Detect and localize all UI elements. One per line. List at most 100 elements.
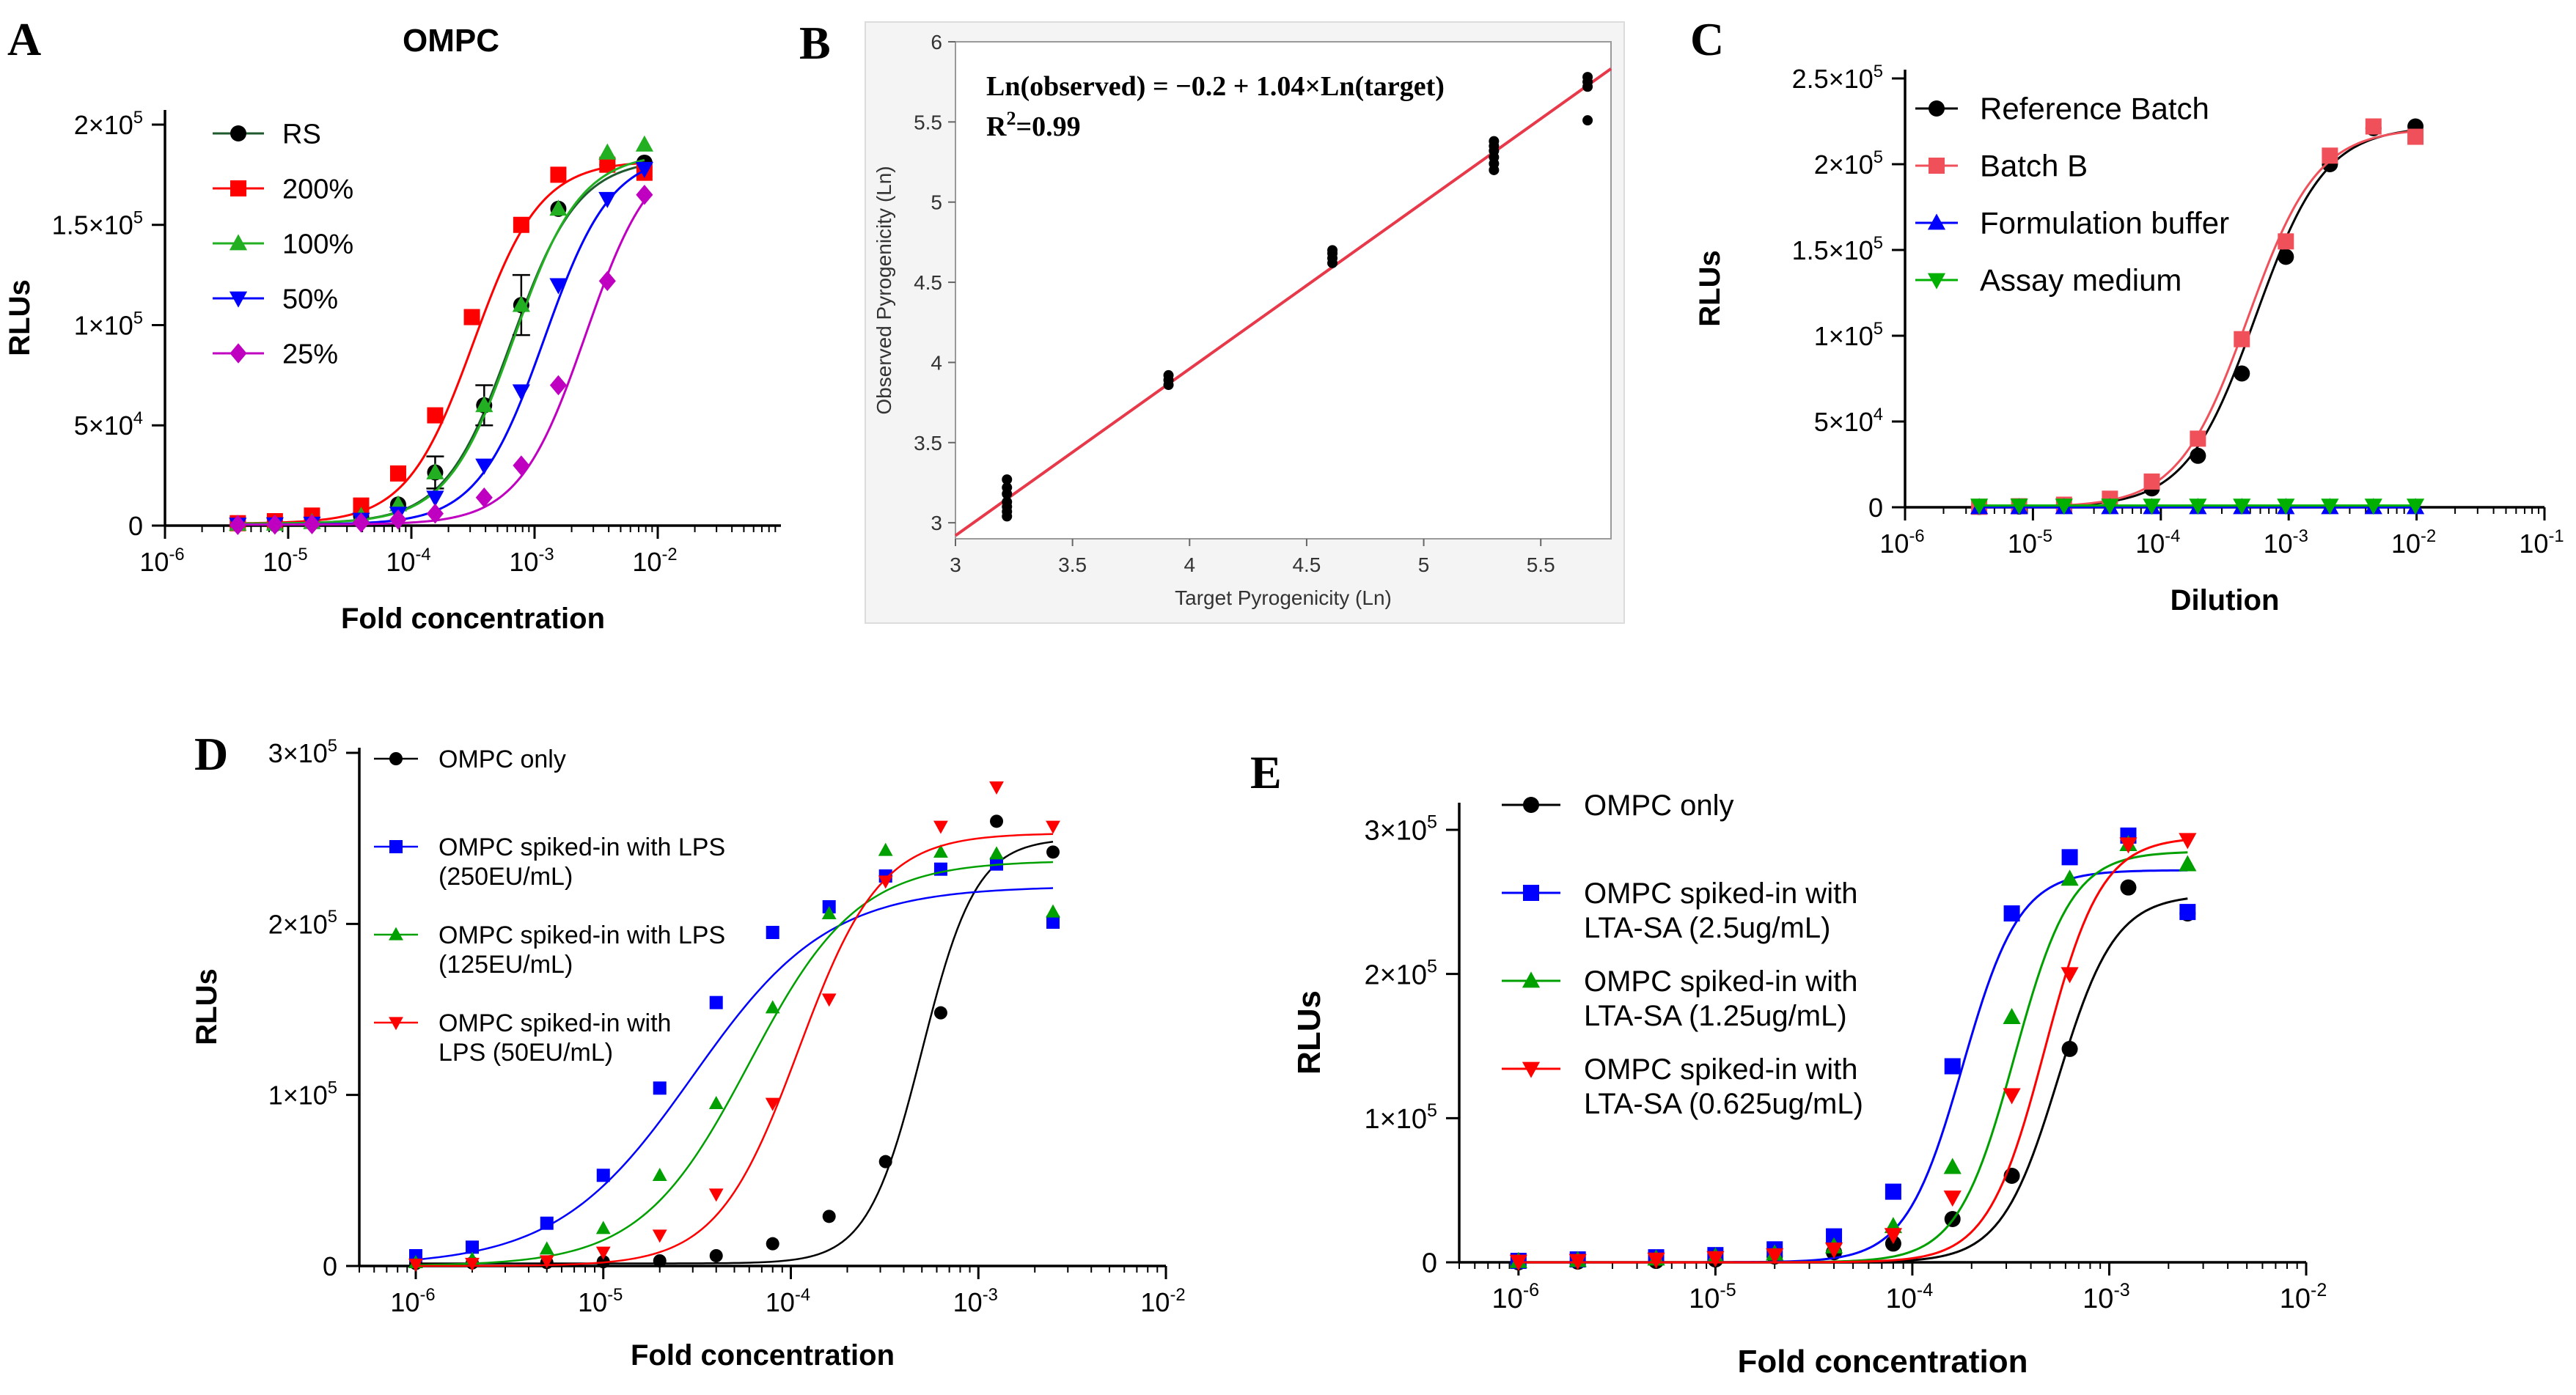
x-tick-exp: -5 <box>1720 1280 1736 1300</box>
data-point <box>389 465 406 482</box>
y-tick-label: 1×105 <box>1814 319 1883 351</box>
x-tick-label: 10-5 <box>578 1285 623 1317</box>
data-point <box>549 199 568 216</box>
data-point <box>636 184 653 205</box>
x-axis-label: Target Pyrogenicity (Ln) <box>1175 586 1392 609</box>
data-point <box>408 1259 423 1273</box>
x-axis-label: Dilution <box>2170 584 2280 616</box>
x-tick-label: 10-3 <box>509 545 554 577</box>
data-point <box>1943 1190 1962 1207</box>
x-tick-label: 10-2 <box>2391 526 2436 559</box>
data-point <box>635 135 653 152</box>
data-point <box>709 1249 723 1262</box>
data-point <box>1944 1058 1961 1075</box>
legend-label: OMPC spiked-in with LPS <box>438 833 725 861</box>
y-axis-label: RLUs <box>191 968 223 1045</box>
data-point <box>1002 496 1013 507</box>
plot-frame <box>955 41 1612 540</box>
x-tick-label: 10-6 <box>390 1285 435 1317</box>
x-tick-base: 10 <box>632 547 661 577</box>
data-point <box>465 1240 479 1254</box>
series-line <box>415 887 1054 1261</box>
x-tick-label: 10-3 <box>2083 1280 2130 1314</box>
x-tick-base: 10 <box>386 547 415 577</box>
x-tick-label: 10-3 <box>953 1285 998 1317</box>
x-tick-label: 10-5 <box>2008 526 2052 559</box>
data-point <box>540 1216 554 1230</box>
data-point <box>303 514 320 534</box>
data-point <box>1046 845 1060 859</box>
y-tick-label-base: 0 <box>323 1251 337 1281</box>
x-tick-exp: -3 <box>2293 526 2308 546</box>
x-tick-label: 10-2 <box>632 545 677 577</box>
legend-label: OMPC spiked-in with LPS <box>438 921 725 949</box>
x-tick-label: 10-5 <box>1689 1280 1736 1314</box>
y-tick-label: 5×104 <box>74 408 143 441</box>
x-tick-base: 10 <box>1492 1284 1523 1314</box>
x-tick-exp: -6 <box>1523 1280 1539 1300</box>
legend-marker <box>1927 273 1946 290</box>
x-tick-label: 5.5 <box>1527 553 1555 576</box>
legend-marker <box>230 343 247 364</box>
data-point <box>2061 869 2079 886</box>
y-tick-label: 1.5×105 <box>1792 233 1883 265</box>
data-point <box>1046 904 1060 918</box>
y-tick-label-base: 1×10 <box>268 1081 328 1111</box>
y-tick-label: 0 <box>323 1251 337 1281</box>
data-point <box>266 514 284 535</box>
r-squared-value: =0.99 <box>1016 111 1080 142</box>
data-point <box>2143 498 2161 515</box>
panel-label-c: C <box>1690 13 1724 65</box>
data-point <box>389 509 407 530</box>
y-tick-label-base: 0 <box>1868 493 1883 523</box>
data-point <box>1824 1242 1843 1259</box>
series-line <box>415 841 1054 1265</box>
data-point <box>2322 147 2338 164</box>
x-tick-label: 10-6 <box>139 545 184 577</box>
legend-marker <box>229 291 248 308</box>
series-3 <box>1509 833 2197 1271</box>
x-axis-label: Fold concentration <box>631 1339 895 1372</box>
data-point <box>1163 369 1174 380</box>
data-point <box>708 1095 724 1109</box>
y-tick-label-base: 0 <box>1422 1248 1437 1279</box>
panel-label-e: E <box>1250 746 1282 798</box>
data-point <box>2407 128 2424 145</box>
legend-marker <box>389 840 403 853</box>
legend-label: OMPC spiked-in with <box>1584 1053 1857 1086</box>
x-tick-base: 10 <box>390 1287 419 1317</box>
legend-label: Reference Batch <box>1980 92 2209 126</box>
x-tick-base: 10 <box>263 547 292 577</box>
y-tick-label-base: 1.5×10 <box>1792 235 1874 265</box>
series-4 <box>229 184 653 535</box>
panel-label-d: D <box>194 728 228 780</box>
x-tick-label: 10-4 <box>386 545 430 577</box>
data-point <box>878 842 893 856</box>
legend-label: RS <box>282 119 321 150</box>
x-tick-base: 10 <box>1879 529 1909 559</box>
x-tick-base: 10 <box>509 547 538 577</box>
data-point <box>512 295 530 312</box>
data-point <box>1568 1254 1587 1270</box>
x-tick-base: 10 <box>578 1287 607 1317</box>
y-tick-label-base: 1×10 <box>74 310 133 340</box>
y-tick-label-exp: 5 <box>133 108 143 128</box>
data-point <box>1489 136 1500 147</box>
legend-label: Assay medium <box>1980 263 2181 298</box>
x-tick-label: 5 <box>1418 553 1430 576</box>
x-tick-exp: -4 <box>795 1285 810 1305</box>
data-point <box>989 846 1004 860</box>
legend-label-line2: LTA-SA (1.25ug/mL) <box>1584 1000 1847 1032</box>
data-point <box>1647 1252 1665 1269</box>
data-point <box>1582 115 1593 126</box>
data-point <box>821 905 837 919</box>
legend-marker <box>1522 1061 1541 1078</box>
legend-marker <box>230 180 246 196</box>
y-tick-label: 1×105 <box>1364 1100 1437 1135</box>
data-point <box>1706 1251 1725 1267</box>
data-point <box>709 995 723 1009</box>
data-point <box>2119 837 2138 854</box>
data-point <box>766 1237 779 1251</box>
data-point <box>2003 1088 2021 1105</box>
